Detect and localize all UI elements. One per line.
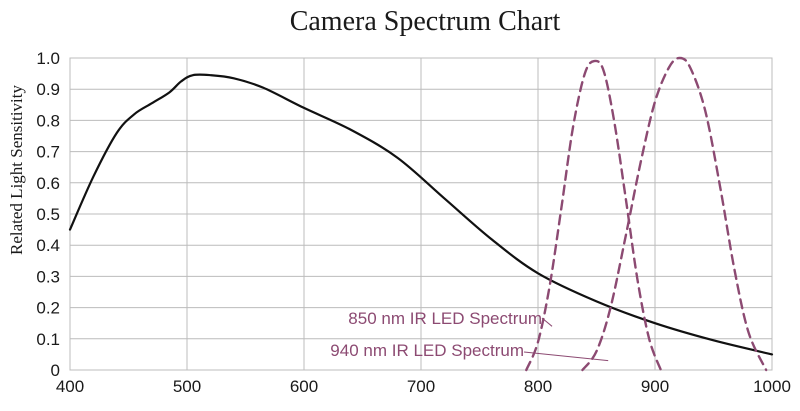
series-940nm-ir-led	[581, 56, 768, 372]
y-tick-label: 0.9	[36, 80, 60, 99]
series-lines	[68, 56, 774, 372]
grid	[69, 57, 773, 371]
y-tick-label: 0.7	[36, 143, 60, 162]
annotation-leader	[541, 317, 553, 327]
y-tick-label: 0.5	[36, 205, 60, 224]
y-axis-label: Related Light Sensitivity	[7, 85, 26, 255]
y-tick-label: 0.6	[36, 174, 60, 193]
annotation-label: 850 nm IR LED Spectrum	[348, 309, 542, 328]
series-850nm-ir-led	[525, 59, 663, 372]
chart-title: Camera Spectrum Chart	[290, 6, 561, 37]
x-tick-label: 800	[524, 377, 552, 396]
x-tick-label: 400	[56, 377, 84, 396]
y-tick-label: 0	[51, 361, 60, 380]
y-tick-label: 0.4	[36, 236, 60, 255]
x-tick-label: 500	[173, 377, 201, 396]
series-camera-sensitivity	[68, 73, 774, 356]
y-tick-label: 0.8	[36, 111, 60, 130]
annotation-label: 940 nm IR LED Spectrum	[330, 341, 524, 360]
x-tick-label: 700	[407, 377, 435, 396]
x-tick-label: 600	[290, 377, 318, 396]
x-tick-label: 1000	[753, 377, 791, 396]
y-tick-label: 0.2	[36, 299, 60, 318]
y-tick-label: 0.1	[36, 330, 60, 349]
x-tick-label: 900	[641, 377, 669, 396]
y-tick-label: 0.3	[36, 267, 60, 286]
annotation-leader	[523, 351, 609, 362]
tick-labels: 0 0.1 0.2 0.3 0.4 0.5 0.6 0.7 0.8 0.9 1.0 400 500 600…	[36, 49, 791, 396]
annotations: 850 nm IR LED Spectrum 940 nm IR LED Spec…	[330, 309, 609, 362]
y-tick-label: 1.0	[36, 49, 60, 68]
